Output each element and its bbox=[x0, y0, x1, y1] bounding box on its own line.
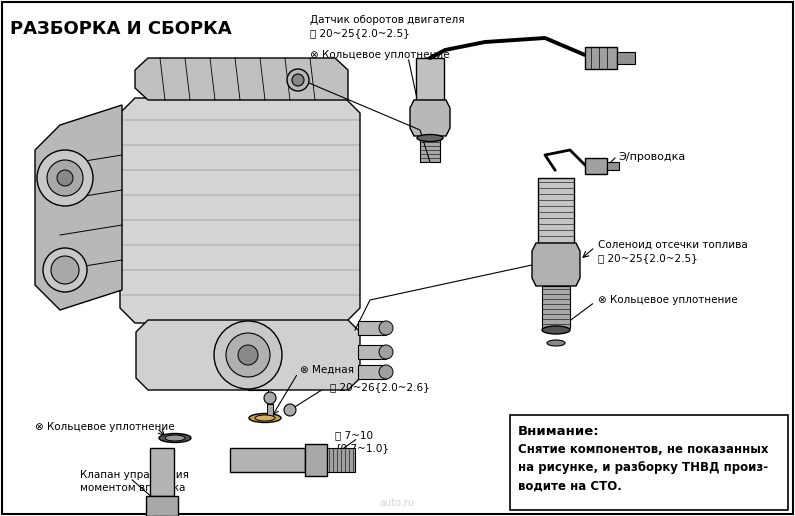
Polygon shape bbox=[136, 320, 360, 390]
Circle shape bbox=[284, 404, 296, 416]
Circle shape bbox=[292, 74, 304, 86]
Circle shape bbox=[43, 248, 87, 292]
Text: ⊗ Кольцевое уплотнение: ⊗ Кольцевое уплотнение bbox=[310, 50, 450, 60]
Ellipse shape bbox=[417, 135, 443, 141]
Circle shape bbox=[214, 321, 282, 389]
Ellipse shape bbox=[542, 326, 570, 334]
Ellipse shape bbox=[249, 413, 281, 423]
Bar bbox=[617, 52, 635, 64]
Polygon shape bbox=[120, 98, 360, 323]
Polygon shape bbox=[410, 100, 450, 136]
Text: ⊗ Кольцевое уплотнение: ⊗ Кольцевое уплотнение bbox=[35, 422, 175, 432]
Bar bbox=[510, 415, 788, 510]
Circle shape bbox=[57, 170, 73, 186]
Text: ⓕ 7~10
{0.7~1.0}: ⓕ 7~10 {0.7~1.0} bbox=[335, 430, 390, 453]
Text: ⊗ Кольцевое уплотнение: ⊗ Кольцевое уплотнение bbox=[598, 295, 738, 305]
Circle shape bbox=[287, 69, 309, 91]
Text: ⓕ 20~25{2.0~2.5}: ⓕ 20~25{2.0~2.5} bbox=[598, 253, 698, 263]
Polygon shape bbox=[35, 105, 122, 310]
Text: ⓕ 20~25{2.0~2.5}: ⓕ 20~25{2.0~2.5} bbox=[310, 28, 409, 38]
Polygon shape bbox=[135, 58, 348, 100]
Bar bbox=[146, 496, 178, 516]
Bar bbox=[585, 47, 617, 69]
Bar bbox=[607, 162, 619, 170]
Text: ⊗ Медная шайба: ⊗ Медная шайба bbox=[300, 365, 393, 375]
Circle shape bbox=[264, 392, 276, 404]
Text: РАЗБОРКА И СБОРКА: РАЗБОРКА И СБОРКА bbox=[10, 20, 231, 38]
Text: Внимание:: Внимание: bbox=[518, 425, 599, 438]
Bar bbox=[416, 58, 444, 100]
Circle shape bbox=[379, 345, 393, 359]
Bar bbox=[585, 158, 607, 174]
Bar bbox=[267, 404, 273, 418]
Bar bbox=[358, 321, 386, 335]
Polygon shape bbox=[532, 243, 580, 286]
Bar bbox=[420, 136, 440, 162]
Circle shape bbox=[47, 160, 83, 196]
Ellipse shape bbox=[165, 435, 185, 441]
Bar bbox=[358, 365, 386, 379]
Circle shape bbox=[51, 256, 79, 284]
Bar bbox=[230, 448, 305, 472]
Ellipse shape bbox=[159, 433, 191, 443]
Text: Снятие компонентов, не показанных
на рисунке, и разборку ТНВД произ-
водите на С: Снятие компонентов, не показанных на рис… bbox=[518, 443, 769, 493]
Text: Датчик оборотов двигателя: Датчик оборотов двигателя bbox=[310, 15, 464, 25]
Bar bbox=[538, 178, 574, 243]
Text: Клапан управления
моментом впрыска: Клапан управления моментом впрыска bbox=[80, 470, 189, 493]
Bar bbox=[542, 286, 570, 328]
Bar bbox=[327, 448, 355, 472]
Text: Э/проводка: Э/проводка bbox=[618, 152, 685, 162]
Text: auto.ru: auto.ru bbox=[379, 498, 414, 508]
Text: ⓕ 20~26{2.0~2.6}: ⓕ 20~26{2.0~2.6} bbox=[330, 382, 430, 392]
Circle shape bbox=[379, 321, 393, 335]
Text: Соленоид отсечки топлива: Соленоид отсечки топлива bbox=[598, 240, 748, 250]
Bar bbox=[305, 444, 327, 476]
Circle shape bbox=[37, 150, 93, 206]
Bar bbox=[150, 448, 174, 496]
Circle shape bbox=[226, 333, 270, 377]
Ellipse shape bbox=[547, 340, 565, 346]
Circle shape bbox=[379, 365, 393, 379]
Ellipse shape bbox=[255, 415, 275, 421]
Bar bbox=[358, 345, 386, 359]
Circle shape bbox=[238, 345, 258, 365]
